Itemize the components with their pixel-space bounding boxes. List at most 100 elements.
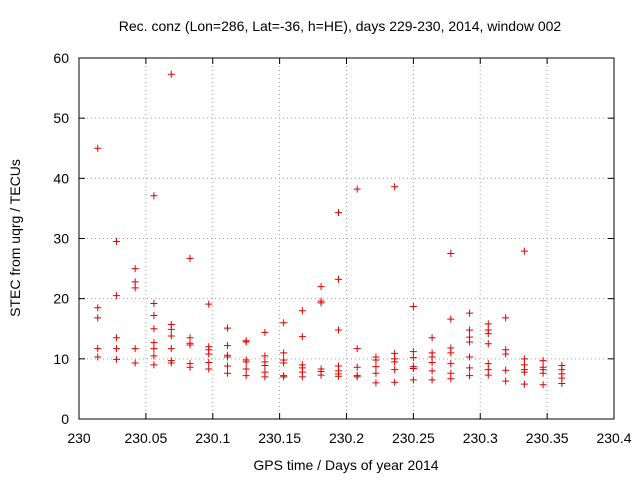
data-point [112, 334, 120, 342]
y-axis-label: STEC from uqrg / TECUs [7, 159, 23, 317]
data-point [112, 345, 120, 353]
data-point [317, 371, 325, 379]
data-point [353, 345, 361, 353]
data-point [466, 353, 474, 361]
y-tick-label: 30 [53, 231, 69, 247]
data-point [150, 325, 158, 333]
tick-labels: 0 10 20 30 40 50 60 230 230.05 230.1 230.15 230.2 23… [53, 50, 631, 446]
data-point [280, 373, 288, 381]
data-point [353, 363, 361, 371]
data-point [539, 369, 547, 377]
data-point [131, 345, 139, 353]
data-point [186, 341, 194, 349]
data-point [261, 373, 269, 381]
data-point [94, 353, 102, 361]
y-tick-label: 10 [53, 351, 69, 367]
data-point [223, 353, 231, 361]
x-tick-label: 230.3 [463, 430, 498, 446]
data-point [94, 304, 102, 312]
data-point [242, 358, 250, 366]
data-point [186, 363, 194, 371]
data-point [205, 350, 213, 358]
y-tick-label: 0 [61, 411, 69, 427]
chart-title: Rec. conz (Lon=286, Lat=-36, h=HE), days… [119, 18, 562, 34]
data-point [167, 325, 175, 333]
data-point [372, 369, 380, 377]
data-point [223, 369, 231, 377]
x-tick-label: 230.15 [258, 430, 301, 446]
data-point [520, 247, 528, 255]
data-point [520, 368, 528, 376]
x-tick-label: 230.2 [329, 430, 364, 446]
grid-lines [79, 58, 614, 419]
data-point [298, 373, 306, 381]
data-point [484, 330, 492, 338]
data-point [94, 314, 102, 322]
data-point [242, 338, 250, 346]
data-point [502, 350, 510, 358]
data-point [223, 342, 231, 350]
data-point [167, 332, 175, 340]
data-point [334, 372, 342, 380]
data-point [428, 358, 436, 366]
data-point [428, 376, 436, 384]
data-point [372, 363, 380, 371]
data-point [409, 364, 417, 372]
data-point [242, 365, 250, 373]
data-point [112, 355, 120, 363]
data-point [409, 302, 417, 310]
y-tick-label: 50 [53, 110, 69, 126]
data-point [353, 373, 361, 381]
x-tick-label: 230.35 [526, 430, 569, 446]
data-point [150, 361, 158, 369]
data-point [334, 326, 342, 334]
data-point [466, 326, 474, 334]
data-point [167, 70, 175, 78]
data-point [317, 283, 325, 291]
data-point [280, 359, 288, 367]
data-point [447, 375, 455, 383]
data-point [112, 292, 120, 300]
data-point [391, 366, 399, 374]
data-point [94, 345, 102, 353]
data-point [167, 359, 175, 367]
data-point [466, 372, 474, 380]
x-tick-label: 230.25 [392, 430, 435, 446]
data-point [280, 319, 288, 327]
data-point [334, 209, 342, 217]
data-point [205, 365, 213, 373]
data-point [167, 345, 175, 353]
data-point [520, 355, 528, 363]
data-point [298, 333, 306, 341]
data-point [409, 348, 417, 356]
data-point [112, 238, 120, 246]
data-point [242, 372, 250, 380]
data-point [186, 254, 194, 262]
data-point [223, 324, 231, 332]
data-point [353, 185, 361, 193]
x-tick-label: 230.4 [596, 430, 631, 446]
data-point [484, 320, 492, 328]
data-point [298, 307, 306, 315]
y-tick-label: 60 [53, 50, 69, 66]
data-point [428, 334, 436, 342]
data-point [131, 278, 139, 286]
data-point [466, 364, 474, 372]
data-point [466, 309, 474, 317]
data-point [131, 265, 139, 273]
data-point [466, 338, 474, 346]
data-point [502, 366, 510, 374]
data-point [261, 352, 269, 360]
y-tick-label: 20 [53, 291, 69, 307]
data-point [539, 381, 547, 389]
data-point [539, 357, 547, 365]
data-point [391, 183, 399, 191]
data-point [280, 349, 288, 357]
data-point [150, 339, 158, 347]
data-point [223, 362, 231, 370]
data-point [261, 361, 269, 369]
data-point [94, 144, 102, 152]
data-point [150, 312, 158, 320]
data-point [317, 299, 325, 307]
